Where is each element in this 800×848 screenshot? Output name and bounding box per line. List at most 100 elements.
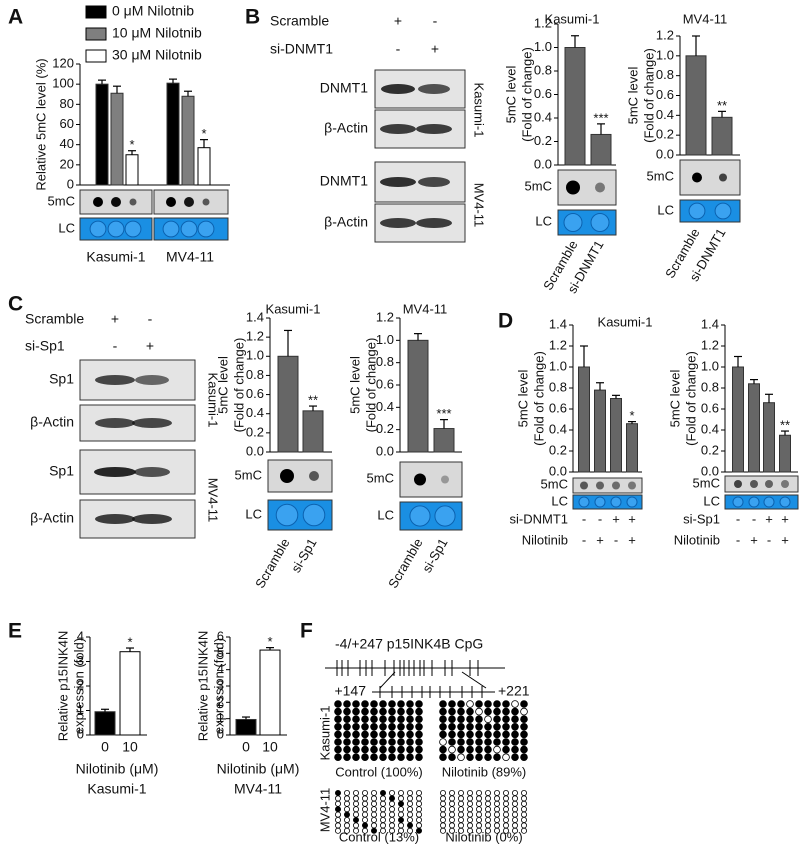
zoom-arrow	[461, 671, 487, 689]
cpg-site	[439, 700, 447, 708]
y-tick-label: 5	[217, 645, 224, 660]
y-tick-label: 1.0	[549, 358, 567, 373]
cpg-site	[406, 715, 414, 723]
blot-label: LC	[535, 213, 552, 228]
cpg-site	[502, 700, 510, 708]
cpg-site	[466, 806, 473, 813]
cpg-site	[521, 811, 528, 818]
dot	[765, 480, 773, 488]
cpg-site	[379, 707, 387, 716]
bar	[235, 718, 257, 736]
cpg-site	[397, 811, 404, 818]
bar	[711, 116, 733, 156]
cpg-site	[370, 822, 377, 829]
cpg-site	[415, 745, 423, 754]
dot	[596, 481, 604, 490]
cpg-site	[475, 722, 483, 731]
cpg-site	[361, 745, 369, 754]
cpg-site	[502, 738, 510, 746]
cpg-site	[370, 806, 377, 813]
cpg-site	[484, 715, 492, 723]
cpg-site	[406, 827, 413, 834]
y-tick-label: 0.2	[376, 421, 394, 436]
bar	[277, 355, 299, 453]
bar	[578, 366, 590, 473]
band	[380, 177, 416, 187]
x-axis-label: Nilotinib (μM)	[217, 761, 300, 777]
cpg-site	[511, 738, 519, 746]
cpg-site	[406, 753, 414, 761]
blot-label: β-Actin	[30, 414, 74, 430]
cpg-site	[370, 738, 378, 746]
cpg-site	[379, 811, 386, 818]
legend-swatch	[85, 49, 107, 63]
lc-spot	[180, 220, 198, 238]
condition-name: si-DNMT1	[510, 511, 569, 526]
cpg-site	[334, 715, 342, 723]
y-tick-label: 0.4	[246, 405, 264, 420]
cpg-site	[448, 722, 456, 731]
cpg-site	[406, 795, 413, 802]
cpg-site	[484, 806, 491, 813]
y-tick-label: 0	[77, 726, 84, 741]
cpg-site	[352, 800, 359, 807]
lc-spot	[748, 496, 760, 508]
cpg-site	[343, 730, 351, 739]
cpg-site	[334, 817, 341, 824]
y-tick-label: 0.8	[376, 354, 394, 369]
cpg-site	[361, 722, 369, 731]
cpg-site	[502, 707, 510, 716]
cpg-site	[397, 738, 405, 746]
cpg-site	[379, 745, 387, 754]
cpg-site	[343, 715, 351, 723]
cpg-site	[415, 822, 422, 829]
dot-blot	[724, 475, 799, 493]
cpg-site	[448, 745, 456, 754]
cpg-site	[397, 730, 405, 739]
y-axis-label: 5mC level	[347, 356, 362, 414]
y-tick-label: 0.4	[534, 109, 552, 124]
lc-spot	[409, 505, 431, 527]
cpg-site	[502, 800, 509, 807]
cpg-site	[415, 700, 423, 708]
cpg-site	[343, 817, 350, 824]
cpg-site	[448, 800, 455, 807]
cpg-site	[502, 811, 509, 818]
cpg-site	[388, 707, 396, 716]
cpg-site	[493, 790, 500, 797]
cpg-site	[379, 817, 386, 824]
y-axis-label: Relative 5mC level (%)	[33, 58, 48, 190]
cpg-site	[439, 822, 446, 829]
bar	[594, 389, 606, 473]
cpg-site	[484, 827, 491, 834]
bar	[407, 339, 429, 453]
cpg-site	[484, 730, 492, 739]
lc-spot	[162, 220, 180, 238]
cpg-site	[343, 800, 350, 807]
bar	[302, 410, 324, 453]
y-tick-label: 0.2	[549, 442, 567, 457]
y-tick-label: 0.0	[549, 463, 567, 478]
cpg-site	[334, 827, 341, 834]
cpg-site	[475, 738, 483, 746]
bar	[94, 711, 116, 736]
lc-spot	[124, 220, 142, 238]
bar	[259, 649, 281, 736]
y-axis-label: 5mC level	[625, 66, 640, 124]
cpg-site	[361, 817, 368, 824]
panel-letter: C	[8, 293, 23, 316]
cell-line-label: Kasumi-1	[472, 83, 487, 138]
cpg-site	[475, 795, 482, 802]
cpg-site	[466, 722, 474, 731]
dot	[93, 197, 103, 207]
condition-sign: +	[750, 532, 758, 547]
blot-label: 5mC	[48, 193, 75, 208]
cpg-site	[457, 795, 464, 802]
cpg-site	[502, 753, 510, 761]
band	[381, 84, 415, 94]
cpg-site	[448, 806, 455, 813]
dot	[628, 481, 636, 490]
row-sign: +	[431, 41, 439, 57]
dot	[166, 197, 176, 207]
condition-sign: -	[598, 511, 602, 526]
